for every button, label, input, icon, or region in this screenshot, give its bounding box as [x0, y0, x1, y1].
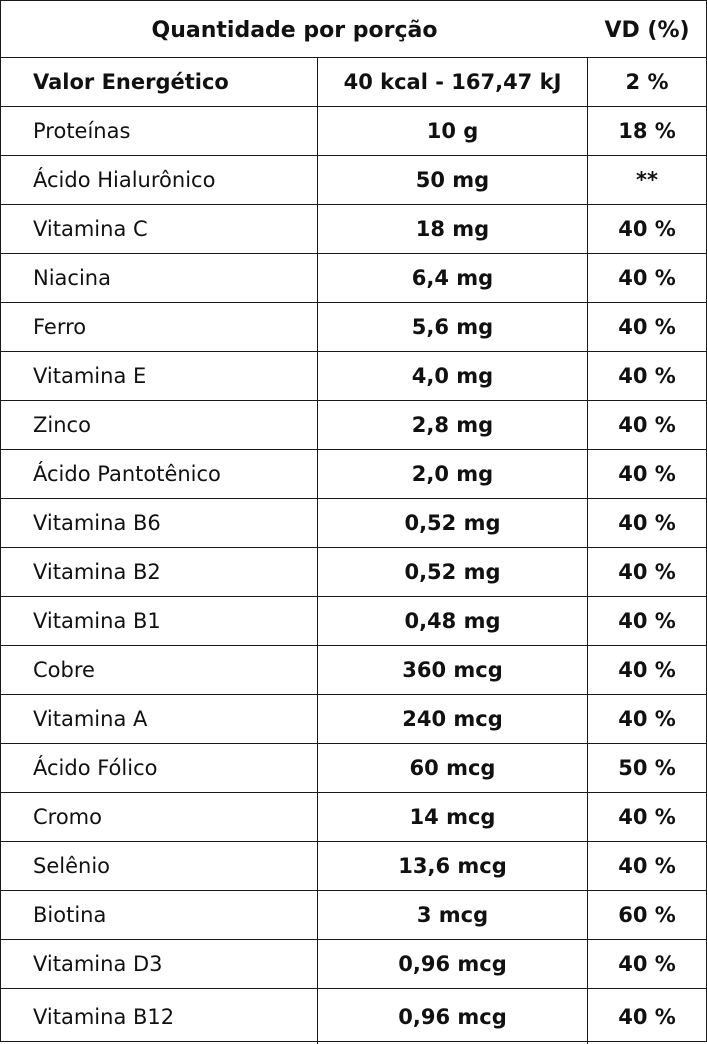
table-body: Valor Energético 40 kcal - 167,47 kJ 2 % Pr… [1, 58, 706, 1044]
nutrient-amount: 5,6 mg [318, 303, 588, 351]
nutrient-amount: 0,48 mg [318, 597, 588, 645]
table-row: Vitamina B6 0,52 mg 40 % [1, 499, 706, 548]
nutrient-amount: 0,52 mg [318, 548, 588, 596]
table-row: Vitamina A 240 mcg 40 % [1, 695, 706, 744]
nutrient-amount: 0,96 mcg [318, 940, 588, 988]
daily-value: ** [636, 168, 658, 192]
daily-value: 2 % [625, 70, 669, 94]
nutrient-amount: 10 g [318, 107, 588, 155]
table-row: Ácido Fólico 60 mcg 50 % [1, 744, 706, 793]
daily-value: 40 % [618, 266, 676, 290]
nutrient-name: Vitamina C [1, 205, 318, 253]
nutrient-name: Ácido Fólico [1, 744, 318, 792]
nutrient-name: Vitamina B12 [1, 989, 318, 1044]
daily-value: 40 % [618, 315, 676, 339]
nutrient-name: Vitamina B1 [1, 597, 318, 645]
table-row: Biotina 3 mcg 60 % [1, 891, 706, 940]
daily-value: 40 % [618, 658, 676, 682]
daily-value: 40 % [618, 560, 676, 584]
table-row: Vitamina B12 0,96 mcg 40 % [1, 989, 706, 1044]
nutrient-name: Ácido Hialurônico [1, 156, 318, 204]
table-row: Vitamina B1 0,48 mg 40 % [1, 597, 706, 646]
daily-value: 40 % [618, 413, 676, 437]
daily-value: 60 % [618, 903, 676, 927]
nutrient-amount: 0,96 mcg [318, 989, 588, 1044]
daily-value: 40 % [618, 805, 676, 829]
table-row: Valor Energético 40 kcal - 167,47 kJ 2 % [1, 58, 706, 107]
nutrient-name: Vitamina D3 [1, 940, 318, 988]
nutrient-amount: 360 mcg [318, 646, 588, 694]
nutrient-amount: 3 mcg [318, 891, 588, 939]
daily-value: 40 % [618, 511, 676, 535]
nutrient-amount: 2,0 mg [318, 450, 588, 498]
table-row: Zinco 2,8 mg 40 % [1, 401, 706, 450]
nutrient-name: Zinco [1, 401, 318, 449]
daily-value: 18 % [618, 119, 676, 143]
table-row: Ácido Pantotênico 2,0 mg 40 % [1, 450, 706, 499]
nutrient-name: Vitamina B2 [1, 548, 318, 596]
nutrient-name: Vitamina B6 [1, 499, 318, 547]
table-row: Vitamina E 4,0 mg 40 % [1, 352, 706, 401]
nutrient-amount: 0,52 mg [318, 499, 588, 547]
nutrient-name: Proteínas [1, 107, 318, 155]
nutrient-name: Cobre [1, 646, 318, 694]
nutrient-amount: 40 kcal - 167,47 kJ [318, 58, 588, 106]
daily-value: 50 % [618, 756, 676, 780]
daily-value: 40 % [618, 609, 676, 633]
nutrient-amount: 6,4 mg [318, 254, 588, 302]
daily-value: 40 % [618, 462, 676, 486]
daily-value: 40 % [618, 707, 676, 731]
table-header: Quantidade por porção VD (%) [1, 1, 706, 58]
nutrient-amount: 14 mcg [318, 793, 588, 841]
nutrient-amount: 13,6 mcg [318, 842, 588, 890]
table-row: Vitamina D3 0,96 mcg 40 % [1, 940, 706, 989]
nutrient-name: Valor Energético [1, 58, 318, 106]
daily-value: 40 % [618, 364, 676, 388]
nutrient-name: Vitamina A [1, 695, 318, 743]
daily-value: 40 % [618, 952, 676, 976]
nutrient-amount: 4,0 mg [318, 352, 588, 400]
nutrient-name: Ferro [1, 303, 318, 351]
table-row: Vitamina C 18 mg 40 % [1, 205, 706, 254]
daily-value: 40 % [618, 1004, 676, 1029]
table-row: Ácido Hialurônico 50 mg ** [1, 156, 706, 205]
table-row: Selênio 13,6 mcg 40 % [1, 842, 706, 891]
table-row: Proteínas 10 g 18 % [1, 107, 706, 156]
nutrient-amount: 60 mcg [318, 744, 588, 792]
nutrient-name: Vitamina E [1, 352, 318, 400]
table-row: Cobre 360 mcg 40 % [1, 646, 706, 695]
nutrient-name: Cromo [1, 793, 318, 841]
quantity-header: Quantidade por porção [151, 18, 438, 43]
table-row: Cromo 14 mcg 40 % [1, 793, 706, 842]
table-row: Vitamina B2 0,52 mg 40 % [1, 548, 706, 597]
nutrient-amount: 50 mg [318, 156, 588, 204]
vd-header: VD (%) [604, 18, 690, 43]
nutrient-name: Biotina [1, 891, 318, 939]
nutrient-amount: 2,8 mg [318, 401, 588, 449]
nutrient-amount: 18 mg [318, 205, 588, 253]
table-row: Niacina 6,4 mg 40 % [1, 254, 706, 303]
nutrient-name: Ácido Pantotênico [1, 450, 318, 498]
nutrient-amount: 240 mcg [318, 695, 588, 743]
daily-value: 40 % [618, 217, 676, 241]
nutrient-name: Selênio [1, 842, 318, 890]
daily-value: 40 % [618, 854, 676, 878]
table-row: Ferro 5,6 mg 40 % [1, 303, 706, 352]
nutrient-name: Niacina [1, 254, 318, 302]
